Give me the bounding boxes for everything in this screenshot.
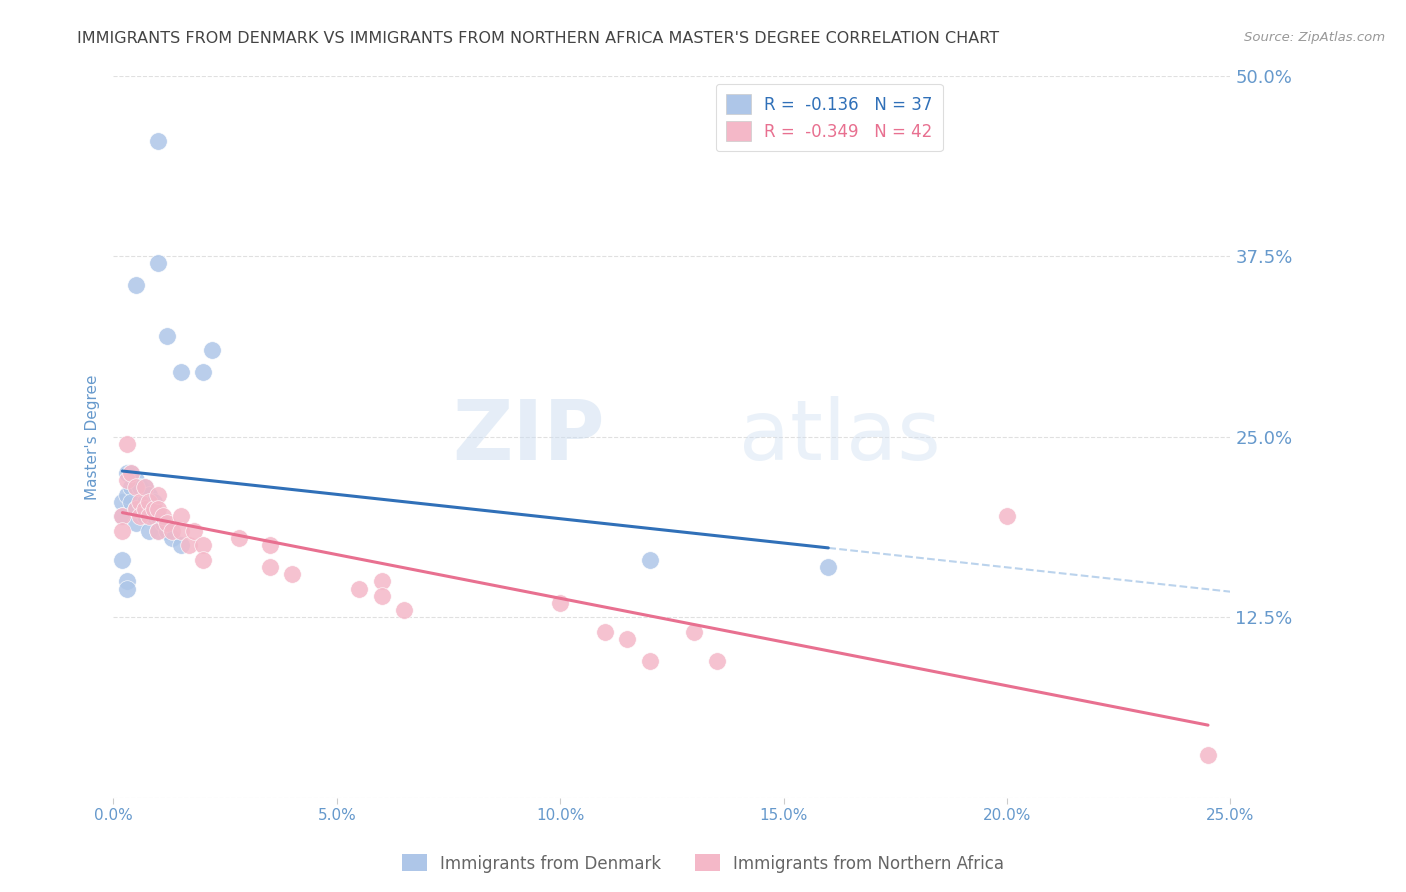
Point — [142, 495, 165, 509]
Text: Source: ZipAtlas.com: Source: ZipAtlas.com — [1244, 31, 1385, 45]
Point — [138, 487, 160, 501]
Point — [156, 328, 179, 343]
Point — [152, 516, 174, 531]
Point — [995, 509, 1018, 524]
Point — [115, 437, 138, 451]
Point — [146, 524, 169, 538]
Text: atlas: atlas — [740, 396, 941, 477]
Point — [1197, 747, 1219, 762]
Point — [347, 582, 370, 596]
Point — [191, 538, 214, 552]
Point — [125, 278, 148, 293]
Point — [548, 596, 571, 610]
Point — [616, 632, 638, 646]
Point — [191, 552, 214, 566]
Point — [129, 480, 152, 494]
Point — [115, 574, 138, 589]
Point — [120, 480, 142, 494]
Point — [134, 509, 156, 524]
Point — [160, 524, 183, 538]
Point — [115, 487, 138, 501]
Point — [134, 480, 156, 494]
Point — [111, 495, 134, 509]
Point — [146, 134, 169, 148]
Point — [146, 509, 169, 524]
Point — [392, 603, 415, 617]
Point — [120, 466, 142, 480]
Point — [156, 524, 179, 538]
Text: IMMIGRANTS FROM DENMARK VS IMMIGRANTS FROM NORTHERN AFRICA MASTER'S DEGREE CORRE: IMMIGRANTS FROM DENMARK VS IMMIGRANTS FR… — [77, 31, 1000, 46]
Point — [120, 495, 142, 509]
Point — [134, 495, 156, 509]
Point — [111, 552, 134, 566]
Point — [138, 495, 160, 509]
Point — [146, 524, 169, 538]
Point — [115, 466, 138, 480]
Point — [138, 524, 160, 538]
Point — [111, 509, 134, 524]
Text: ZIP: ZIP — [453, 396, 605, 477]
Point — [125, 502, 148, 516]
Point — [115, 582, 138, 596]
Point — [281, 567, 304, 582]
Point — [142, 502, 165, 516]
Point — [706, 654, 728, 668]
Point — [201, 343, 224, 357]
Point — [142, 509, 165, 524]
Point — [259, 559, 281, 574]
Point — [370, 574, 392, 589]
Point — [817, 559, 839, 574]
Point — [125, 473, 148, 487]
Point — [134, 480, 156, 494]
Point — [156, 516, 179, 531]
Point — [160, 531, 183, 545]
Point — [169, 509, 191, 524]
Point — [259, 538, 281, 552]
Point — [593, 624, 616, 639]
Y-axis label: Master's Degree: Master's Degree — [86, 374, 100, 500]
Point — [179, 538, 201, 552]
Point — [111, 524, 134, 538]
Point — [111, 509, 134, 524]
Point — [370, 589, 392, 603]
Point — [138, 509, 160, 524]
Point — [146, 487, 169, 501]
Point — [138, 502, 160, 516]
Point — [125, 502, 148, 516]
Point — [638, 654, 661, 668]
Legend: R =  -0.136   N = 37, R =  -0.349   N = 42: R = -0.136 N = 37, R = -0.349 N = 42 — [716, 84, 943, 151]
Point — [191, 365, 214, 379]
Legend: Immigrants from Denmark, Immigrants from Northern Africa: Immigrants from Denmark, Immigrants from… — [395, 847, 1011, 880]
Point — [115, 473, 138, 487]
Point — [169, 538, 191, 552]
Point — [146, 256, 169, 270]
Point — [129, 495, 152, 509]
Point — [129, 509, 152, 524]
Point — [169, 524, 191, 538]
Point — [120, 466, 142, 480]
Point — [228, 531, 250, 545]
Point — [125, 480, 148, 494]
Point — [638, 552, 661, 566]
Point — [146, 502, 169, 516]
Point — [183, 524, 205, 538]
Point — [134, 502, 156, 516]
Point — [169, 365, 191, 379]
Point — [125, 516, 148, 531]
Point — [152, 509, 174, 524]
Point — [683, 624, 706, 639]
